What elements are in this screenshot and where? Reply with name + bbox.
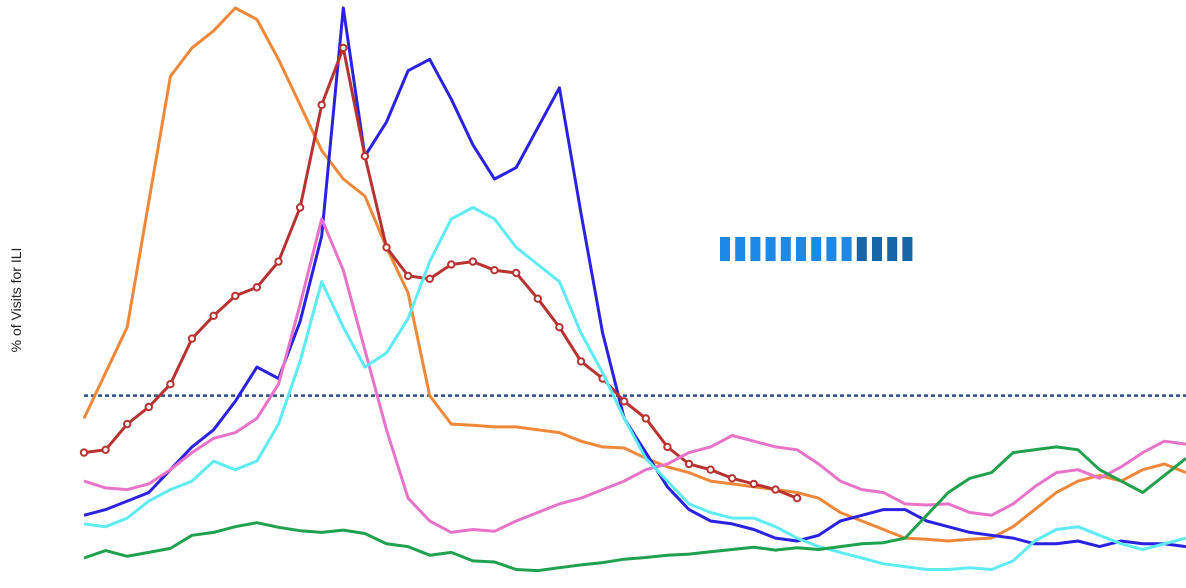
series-3-point [620,397,629,406]
series-3-point [425,274,434,283]
series-3-point [274,257,283,266]
series-3-point [555,323,564,332]
series-3-point [382,243,391,252]
series-line-1 [82,6,1186,543]
series-line-3 [83,46,798,500]
legend-swatch [887,237,898,261]
legend-swatches [720,237,913,261]
series-3-point [209,311,218,320]
series-3-point [706,465,715,474]
legend-swatch [856,237,867,261]
series-3-point [123,419,132,429]
legend-swatch [750,237,761,261]
series-line-6 [83,445,1186,573]
series-layer [79,6,1186,573]
series-3-point [403,271,413,281]
series-3-point [231,291,240,301]
series-3-point [79,448,89,457]
series-3-point [166,380,175,389]
series-3-point [447,260,456,269]
series-3-point [749,479,758,489]
legend-swatch [872,237,882,261]
series-3-point [684,459,694,469]
legend-swatch [841,237,852,261]
series-line-5 [83,206,1186,571]
legend-swatch [826,237,837,261]
series-3-point [360,152,370,161]
series-3-point [663,442,672,452]
y-axis-label: % of Visits for ILI [8,248,24,353]
series-line-2 [83,6,1186,549]
series-3-point [728,474,737,483]
series-3-point [576,357,586,366]
series-3-point [187,334,197,343]
legend-swatch [902,237,913,261]
series-3-point [339,43,348,53]
series-3-point [490,266,499,275]
series-3-point [771,485,780,494]
series-3-point [317,100,326,110]
series-3-point [533,294,542,303]
legend-swatch [796,237,806,261]
series-3-point [512,268,521,278]
series-3-point [144,402,154,412]
legend-swatch [780,237,791,261]
series-line-4 [83,217,1186,534]
series-3-point [295,203,305,212]
legend-swatch [811,237,822,261]
series-3-point [468,257,478,266]
legend-swatch [735,237,746,261]
series-3-point [792,494,802,503]
series-3-point [101,445,110,454]
series-3-point [252,283,262,292]
legend-swatch [765,237,776,261]
series-3-point [641,414,650,423]
legend-swatch [720,237,730,261]
